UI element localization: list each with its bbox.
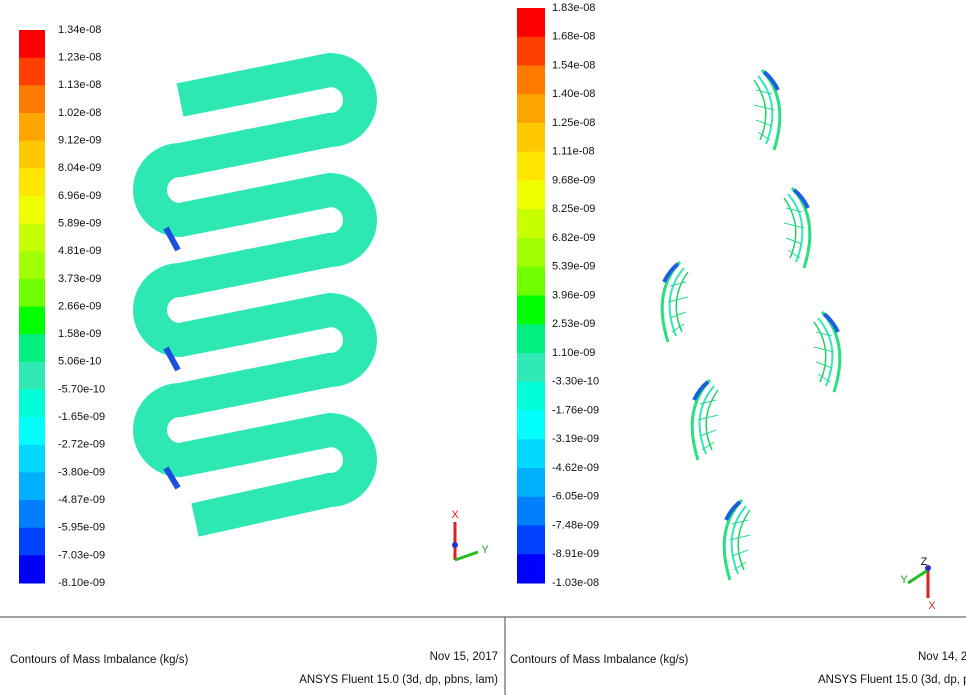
colorbar-band [19,307,45,335]
triad-label: Z [921,556,928,568]
colorbar-label: -5.70e-10 [58,383,105,395]
colorbar-band [517,411,545,440]
colorbar-band [19,417,45,445]
colorbar-band [19,500,45,528]
colorbar-band [19,362,45,390]
colorbar-label: -8.91e-09 [552,548,599,560]
colorbar-band [517,439,545,468]
colorbar-label: 1.11e-08 [552,146,595,158]
colorbar-label: -4.87e-09 [58,494,105,506]
colorbar-label: 2.53e-09 [552,318,595,330]
colorbar-band [517,94,545,123]
colorbar-band [517,267,545,296]
colorbar-band [517,181,545,210]
caption-title: Contours of Mass Imbalance (kg/s) [10,654,188,666]
colorbar-label: 1.54e-08 [552,59,595,71]
colorbar-label: 8.25e-09 [552,203,595,215]
colorbar-band [19,472,45,500]
colorbar-label: -1.76e-09 [552,404,599,416]
colorbar-band [517,554,545,583]
colorbar-label: -4.62e-09 [552,462,599,474]
colorbar-band [19,224,45,252]
colorbar-label: 3.73e-09 [58,273,101,285]
caption-date: Nov 14, 2017 [918,651,966,663]
colorbar-label: 1.68e-08 [552,31,595,43]
colorbar-band [19,528,45,556]
screenshot: X Y Contours of Mass Imbalance (kg/s) No… [0,0,966,695]
caption-solver: ANSYS Fluent 15.0 (3d, dp, pbns, lam) [818,674,966,686]
colorbar-label: -5.95e-09 [58,522,105,534]
colorbar-band [19,168,45,196]
colorbar-label: 6.82e-09 [552,232,595,244]
colorbar-label: 1.83e-08 [552,2,595,14]
colorbar-band [517,353,545,382]
colorbar-band [517,296,545,325]
blades [662,70,840,580]
colorbar-label: -3.30e-10 [552,376,599,388]
colorbar-label: -2.72e-09 [58,439,105,451]
colorbar-band [19,555,45,583]
colorbar-band [19,196,45,224]
colorbar-label: 1.10e-09 [552,347,595,359]
triad-label: X [451,509,459,521]
colorbar-band [19,334,45,362]
colorbar-band [517,66,545,95]
colorbar-label: 5.39e-09 [552,261,595,273]
colorbar-label: 1.58e-09 [58,328,101,340]
colorbar-band [517,497,545,526]
colorbar-label: 6.96e-09 [58,190,101,202]
colorbar-band [517,37,545,66]
colorbar-label: 4.81e-09 [58,245,101,257]
caption-date: Nov 15, 2017 [430,651,498,663]
colorbar-label: 1.40e-08 [552,88,595,100]
colorbar-label: 1.23e-08 [58,52,101,64]
colorbar-band [517,8,545,37]
triad-label: Y [481,544,489,556]
colorbar-band [517,152,545,181]
colorbar-band [19,85,45,113]
colorbar-label: 2.66e-09 [58,300,101,312]
axis-triad [908,565,931,598]
colorbar-band [517,526,545,555]
colorbar-label: -3.80e-09 [58,466,105,478]
colorbar-band [517,209,545,238]
colorbar-label: 1.02e-08 [58,107,101,119]
colorbar-label: 8.04e-09 [58,162,101,174]
colorbar-band [19,251,45,279]
colorbar-label: 9.68e-09 [552,174,595,186]
colorbar-band [19,389,45,417]
colorbar-band [19,445,45,473]
colorbar-band [19,113,45,141]
colorbar-label: -8.10e-09 [58,577,105,589]
colorbar-band [517,238,545,267]
colorbar-label: 1.34e-08 [58,24,101,36]
triad-label: X [928,600,936,612]
serpentine-channel [150,70,360,520]
caption-solver: ANSYS Fluent 15.0 (3d, dp, pbns, lam) [299,674,498,686]
colorbar-band [19,279,45,307]
colorbar-label: 9.12e-09 [58,135,101,147]
colorbar-band [19,58,45,86]
colorbar-label: 1.25e-08 [552,117,595,129]
colorbar-band [517,382,545,411]
colorbar-label: 3.96e-09 [552,289,595,301]
axis-triad [452,522,478,560]
colorbar-label: 1.13e-08 [58,79,101,91]
triad-label: Y [900,574,908,586]
colorbar-band [19,30,45,58]
colorbar-label: -7.03e-09 [58,549,105,561]
colorbar-band [517,324,545,353]
colorbar-band [517,468,545,497]
colorbar-label: -1.65e-09 [58,411,105,423]
colorbar-label: -6.05e-09 [552,491,599,503]
colorbar-band [517,123,545,152]
colorbar-label: 5.89e-09 [58,217,101,229]
colorbar-band [19,141,45,169]
caption-title: Contours of Mass Imbalance (kg/s) [510,654,688,666]
colorbar-label: -1.03e-08 [552,577,599,589]
colorbar-label: -7.48e-09 [552,519,599,531]
colorbar-label: -3.19e-09 [552,433,599,445]
colorbar-label: 5.06e-10 [58,356,101,368]
